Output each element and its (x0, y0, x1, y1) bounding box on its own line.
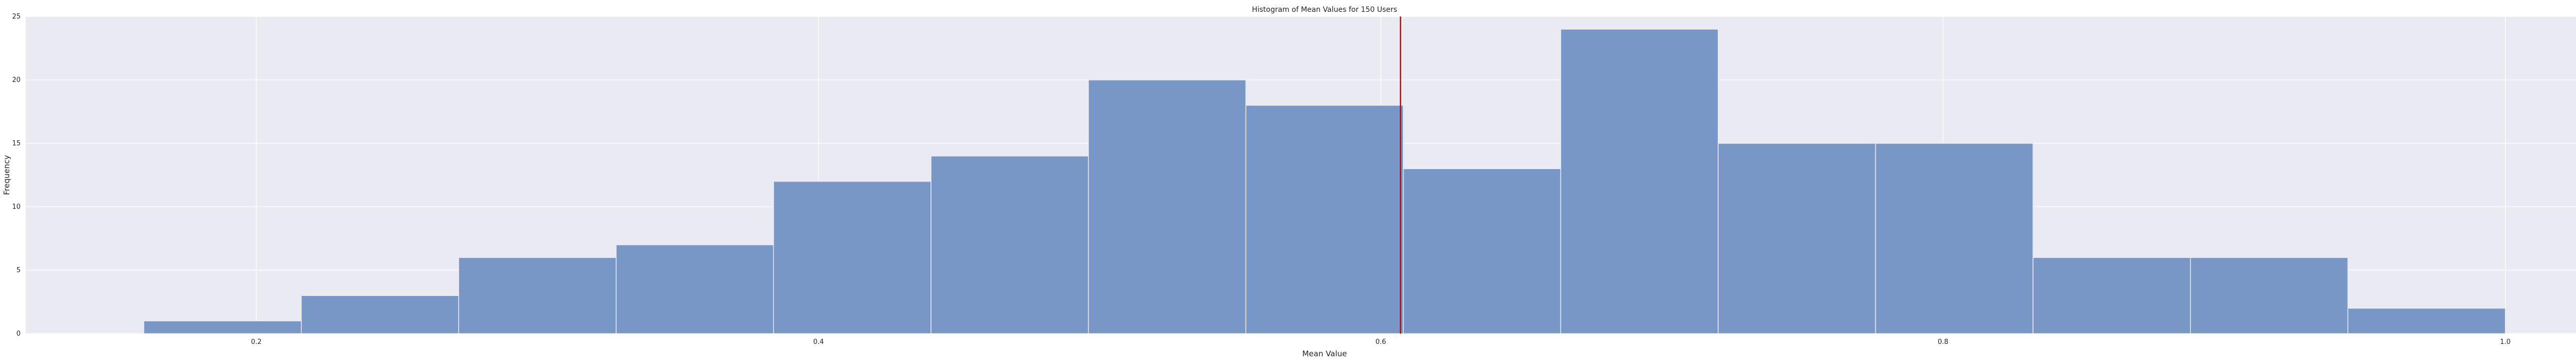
histogram-bar (2347, 308, 2506, 334)
x-axis-label: Mean Value (1302, 349, 1347, 358)
histogram-bar (616, 244, 774, 334)
histogram-bar (1403, 168, 1562, 334)
histogram-bar (1245, 105, 1404, 334)
y-tick-label: 15 (12, 140, 21, 147)
chart-title: Histogram of Mean Values for 150 Users (1252, 6, 1397, 14)
x-tick-label: 0.6 (1376, 338, 1386, 346)
y-tick-label: 5 (16, 267, 21, 274)
histogram-bar (1875, 143, 2033, 334)
histogram-bar (2190, 257, 2348, 334)
histogram-bar (301, 295, 460, 334)
x-tick-labels: 0.2 0.4 0.6 0.8 1.0 (251, 338, 2511, 346)
histogram-bar (2032, 257, 2191, 334)
y-tick-label: 0 (16, 330, 21, 338)
histogram-bar (143, 320, 302, 334)
histogram-bar (930, 155, 1089, 334)
y-tick-labels: 0 5 10 15 20 25 (12, 13, 21, 338)
histogram-bar (773, 181, 931, 334)
y-tick-label: 10 (12, 203, 21, 211)
histogram-bar (1088, 79, 1246, 334)
x-tick-label: 0.4 (813, 338, 824, 346)
y-tick-label: 25 (12, 13, 21, 21)
histogram-bar (458, 257, 617, 334)
y-tick-label: 20 (12, 76, 21, 84)
x-tick-label: 0.2 (251, 338, 262, 346)
bars (143, 28, 2506, 334)
histogram-bar (1718, 143, 1876, 334)
x-tick-label: 1.0 (2500, 338, 2511, 346)
y-axis-label: Frequency (2, 155, 11, 195)
histogram-bar (1560, 28, 1719, 334)
x-tick-label: 0.8 (1938, 338, 1948, 346)
